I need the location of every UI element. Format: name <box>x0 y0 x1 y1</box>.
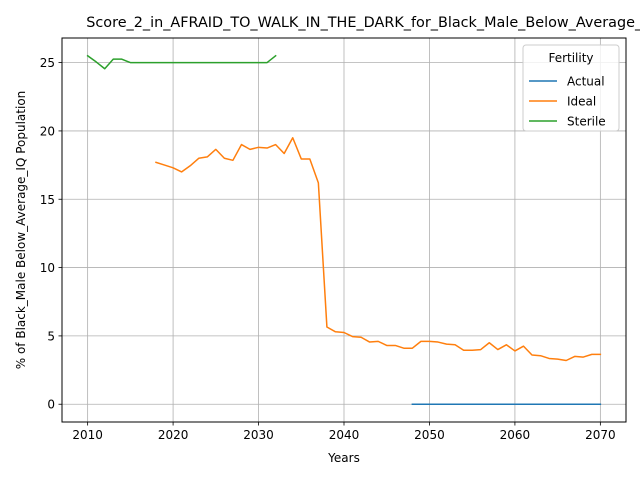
y-tick-label: 10 <box>40 261 55 275</box>
legend-label-actual: Actual <box>567 75 605 89</box>
x-tick-label: 2060 <box>500 428 531 442</box>
axes: 2010 2020 2030 2040 2050 2060 2070 0 5 10 15 20 25 <box>40 56 616 442</box>
legend-label-sterile: Sterile <box>567 115 606 129</box>
legend-label-ideal: Ideal <box>567 95 596 109</box>
x-tick-label: 2050 <box>414 428 445 442</box>
y-tick-label: 15 <box>40 193 55 207</box>
y-tick-label: 25 <box>40 56 55 70</box>
y-tick-label: 20 <box>40 124 55 138</box>
plot-frame <box>61 37 627 423</box>
x-tick-label: 2010 <box>72 428 103 442</box>
legend: Fertility Actual Ideal Sterile <box>522 44 620 132</box>
legend-title: Fertility <box>548 51 593 65</box>
series-lines <box>86 54 602 405</box>
chart-title: Score_2_in_AFRAID_TO_WALK_IN_THE_DARK_fo… <box>86 15 640 31</box>
x-tick-label: 2040 <box>329 428 360 442</box>
x-tick-label: 2020 <box>158 428 189 442</box>
y-tick-label: 5 <box>47 329 55 343</box>
x-axis-label: Years <box>327 451 360 465</box>
y-axis-label: % of Black_Male Below_Average_IQ Populat… <box>14 91 28 370</box>
legend-box <box>522 44 620 132</box>
x-tick-label: 2030 <box>243 428 274 442</box>
y-tick-label: 0 <box>47 398 55 412</box>
series-line-ideal <box>155 137 602 362</box>
x-tick-label: 2070 <box>585 428 616 442</box>
series-line-sterile <box>86 54 277 70</box>
